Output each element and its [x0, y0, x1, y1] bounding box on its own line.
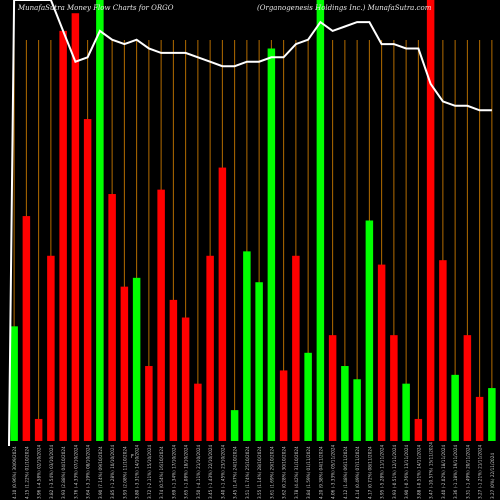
bar [132, 277, 141, 441]
bar [341, 366, 349, 441]
x-tick-label: 3.40 (-2.02%) 18/11/2024 [441, 444, 446, 499]
chart-subtitle: (Organogenesis Holdings Inc.) MunafaSutr… [257, 4, 432, 12]
bar [292, 255, 300, 441]
bar [157, 189, 165, 441]
bar [463, 335, 472, 441]
x-tick-label: 3.65 (-1.08%) 18/10/2024 [184, 444, 189, 499]
x-tick-label: 3.69 (-1.34%) 17/10/2024 [171, 444, 176, 499]
bar [47, 255, 55, 441]
bar [206, 255, 214, 441]
x-tick-label: 3.93 (2.08%) 11/10/2024 [122, 446, 127, 499]
x-tick-label: 3.50 (-4.11%) 21/10/2024 [196, 444, 201, 499]
bar [390, 335, 398, 441]
bar [439, 260, 447, 441]
bar [451, 374, 459, 441]
x-tick-label: 3.76 (-4.33%) 07/10/2024 [73, 444, 78, 499]
footer-mark: F [131, 454, 134, 460]
x-tick-label: 4.06 (-3.33%) 05/11/2024 [331, 444, 336, 499]
x-tick-label: 3.55 (1.14%) 28/10/2024 [257, 446, 262, 499]
x-tick-label: 3.40 (-1.45%) 23/10/2024 [220, 444, 225, 499]
bar [218, 167, 227, 441]
money-flow-line [8, 0, 492, 447]
x-tick-label: 3.31 (-1.49%) 20/11/2024 [465, 444, 470, 499]
x-tick-label: 3.74 (0.54%) 16/10/2024 [159, 446, 164, 499]
x-tick-label: 3.96 (-4.58%) 02/10/2024 [37, 444, 42, 499]
chart-title: MunafaSutra Money Flow Charts for ORGO [18, 4, 174, 12]
bar [328, 335, 337, 441]
bar [96, 0, 104, 441]
bar [34, 418, 43, 441]
bar [316, 0, 325, 441]
x-tick-label: 3.90 (-0.76%) 13/11/2024 [404, 444, 409, 499]
x-tick-label: 3.27 (-1.21%) 21/11/2024 [478, 444, 483, 499]
x-tick-label: 3.45 (1.47%) 24/10/2024 [233, 446, 238, 499]
x-tick-label: 3.62 (0.28%) 30/10/2024 [282, 446, 287, 499]
x-tick-label: 3.51 (1.74%) 25/10/2024 [245, 446, 250, 499]
x-tick-label: 3.72 (-2.11%) 15/10/2024 [147, 444, 152, 499]
bar [59, 30, 67, 442]
x-tick-label: 3.95 (-5.28%) 11/11/2024 [380, 444, 385, 499]
bar [353, 379, 361, 441]
x-tick-label: 4.14 (0.49%) 07/11/2024 [355, 446, 360, 499]
bar [181, 317, 190, 441]
bar [169, 299, 178, 441]
x-tick-label: 3.93 (-0.51%) 12/11/2024 [392, 444, 397, 499]
bar [267, 48, 276, 441]
bar [377, 264, 386, 441]
bar [10, 326, 18, 441]
x-tick-label: 4.17 (0.72%) 08/11/2024 [367, 446, 372, 499]
x-tick-label: 3.27 (0%) 22/11/2024 [490, 453, 495, 499]
bar [194, 383, 202, 441]
x-axis-labels: 4.10 (0.96%) 30/09/2024 4.15 (1.22%) 01/1… [12, 442, 495, 499]
bar [402, 383, 410, 441]
bar [120, 286, 129, 441]
bar [475, 396, 484, 441]
x-tick-label: 3.80 (-3.31%) 14/10/2024 [135, 444, 140, 499]
x-tick-label: 4.12 (1.48%) 06/11/2024 [343, 446, 348, 499]
bar [426, 0, 435, 441]
x-tick-label: 3.45 (-1.43%) 22/10/2024 [208, 444, 213, 499]
bar [145, 366, 153, 441]
x-tick-label: 3.82 (-3.54%) 03/10/2024 [49, 444, 54, 499]
bar [230, 410, 239, 441]
bar [83, 119, 92, 441]
x-tick-label: 3.93 (2.88%) 04/10/2024 [61, 446, 66, 499]
x-tick-label: 3.61 (1.69%) 29/10/2024 [269, 446, 274, 499]
x-tick-label: 3.90 (7.14%) 09/10/2024 [98, 446, 103, 499]
x-tick-label: 3.64 (-3.19%) 08/10/2024 [86, 444, 91, 499]
x-tick-label: 3.88 (-0.51%) 14/11/2024 [416, 444, 421, 499]
x-tick-label: 4.15 (1.22%) 01/10/2024 [24, 446, 29, 499]
bar [488, 388, 496, 441]
bar-series [10, 0, 496, 442]
x-tick-label: 3.85 (-1.28%) 10/10/2024 [110, 444, 115, 499]
x-tick-label: 4.20 (9.38%) 04/11/2024 [318, 446, 323, 499]
x-tick-label: 3.47 (-10.57%) 15/11/2024 [429, 442, 434, 499]
bar [22, 216, 31, 441]
x-tick-label: 3.78 (4.42%) 31/10/2024 [294, 446, 299, 499]
bar [365, 220, 374, 441]
bar [304, 352, 312, 441]
bar [255, 282, 263, 441]
x-tick-label: 4.10 (0.96%) 30/09/2024 [12, 446, 17, 499]
bar [243, 251, 251, 441]
bar [414, 418, 423, 441]
bar [279, 370, 288, 441]
bar [108, 194, 116, 441]
bar [71, 13, 80, 441]
x-tick-label: 3.84 (1.59%) 01/11/2024 [306, 446, 311, 499]
x-tick-label: 3.36 (-1.18%) 19/11/2024 [453, 444, 458, 499]
